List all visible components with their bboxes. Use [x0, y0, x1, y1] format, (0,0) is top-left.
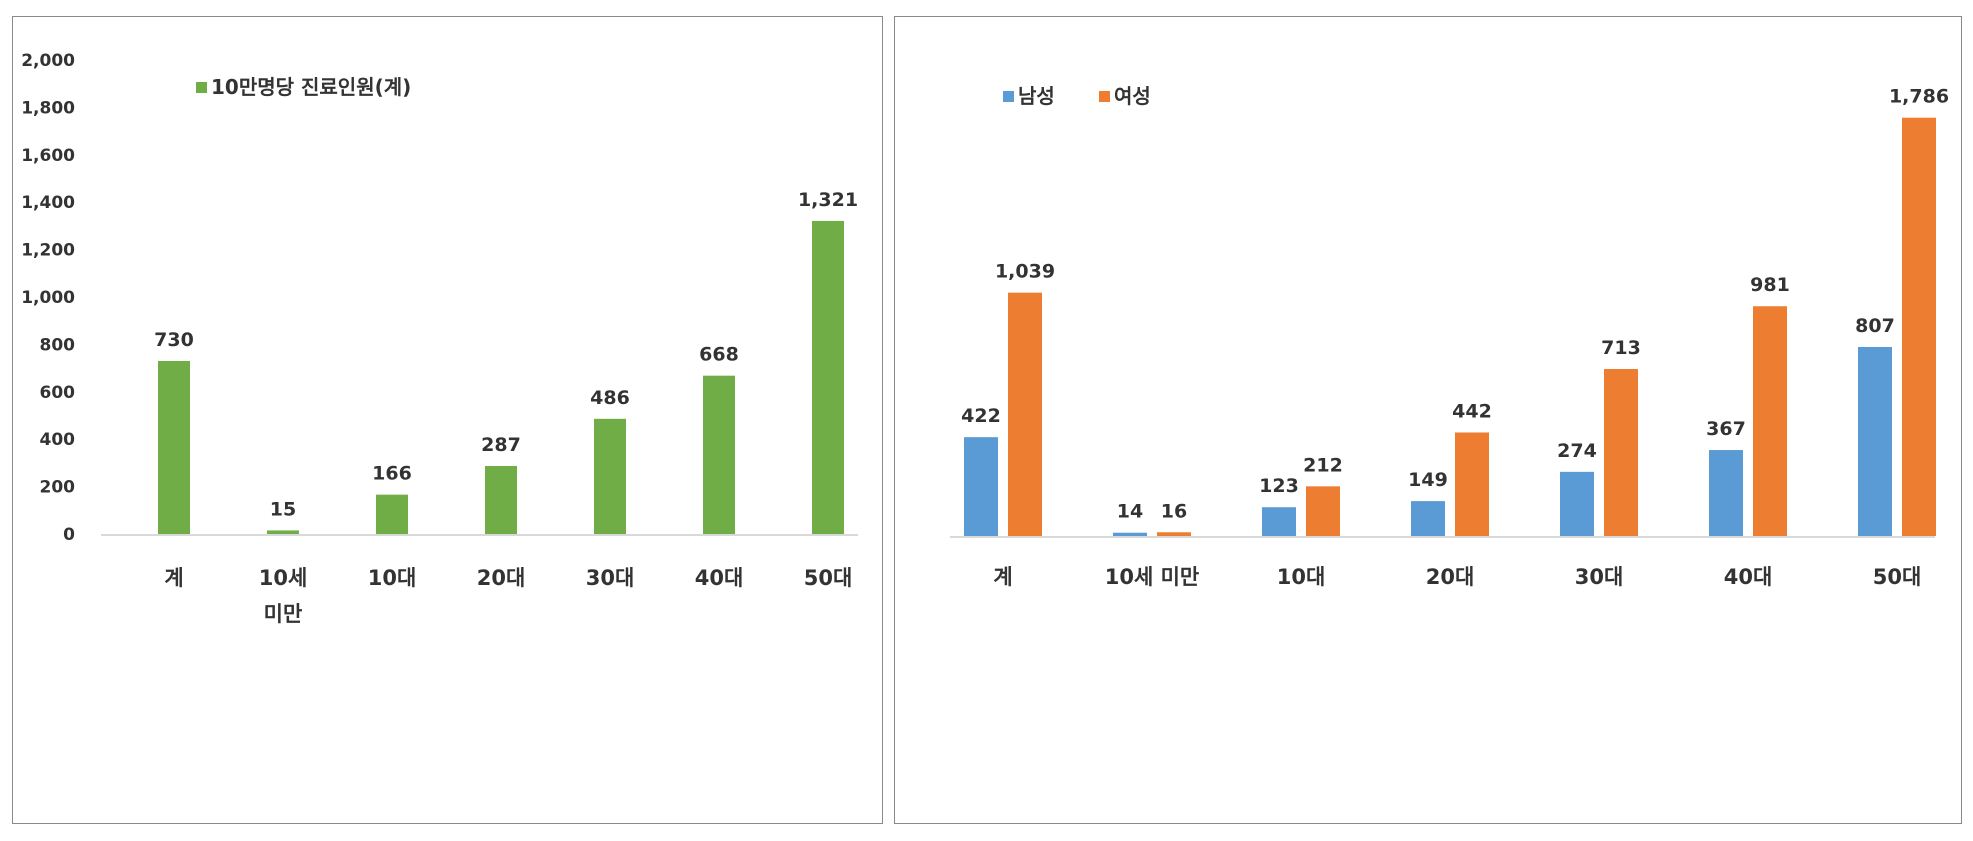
x-category-label: 30대 [586, 566, 635, 590]
x-category-label: 10대 [368, 566, 417, 590]
x-category-label: 10대 [1277, 565, 1326, 589]
legend-label: 남성 [1018, 84, 1055, 108]
bar-female [1902, 117, 1936, 536]
legend-swatch [1003, 91, 1014, 102]
y-tick-label: 2,000 [21, 51, 75, 71]
data-label: 668 [699, 344, 739, 366]
y-tick-label: 1,600 [21, 146, 75, 166]
y-tick-label: 1,800 [21, 98, 75, 118]
chart-panel-by-gender: 422 1,039 계 14 16 10세 미만 123 212 10대 149 442 20대 274… [894, 16, 1962, 824]
bar-male [1709, 450, 1743, 536]
data-label: 212 [1303, 454, 1343, 476]
bar-total [376, 494, 408, 534]
bar-total [485, 465, 517, 534]
bar-male [1262, 507, 1296, 536]
x-category-label: 50대 [1873, 565, 1922, 589]
bar-female [1455, 432, 1489, 536]
bar-total [158, 360, 190, 534]
y-tick-label: 400 [40, 430, 76, 450]
bar-male [1858, 346, 1892, 536]
data-label: 274 [1557, 440, 1597, 462]
y-tick-label: 200 [40, 478, 76, 498]
data-label: 149 [1408, 469, 1448, 491]
bar-female [1753, 306, 1787, 536]
chart-panel-total: 2,000 1,800 1,600 1,400 1,200 1,000 800 600 400 2… [12, 16, 883, 824]
data-label: 1,786 [1889, 86, 1949, 108]
bar-female [1306, 486, 1340, 536]
data-label: 15 [270, 498, 296, 520]
bar-total [703, 375, 735, 534]
legend-swatch [1099, 91, 1110, 102]
y-tick-label: 800 [40, 335, 76, 355]
data-label: 730 [154, 329, 194, 351]
data-label: 14 [1117, 501, 1143, 523]
y-tick-label: 1,200 [21, 241, 75, 261]
bar-total [594, 418, 626, 534]
y-tick-label: 0 [63, 525, 75, 545]
data-label: 713 [1601, 337, 1641, 359]
data-label: 166 [372, 463, 412, 485]
x-category-label: 계 [164, 566, 183, 590]
bar-male [964, 437, 998, 536]
x-category-label: 계 [993, 565, 1012, 589]
bar-total [812, 220, 844, 534]
x-category-label: 10세 미만 [259, 566, 308, 626]
x-category-label: 20대 [477, 566, 526, 590]
data-label: 123 [1259, 475, 1299, 497]
chart-total-per-100k: 2,000 1,800 1,600 1,400 1,200 1,000 800 600 400 2… [21, 51, 858, 626]
bar-male [1113, 532, 1147, 536]
y-tick-label: 1,000 [21, 288, 75, 308]
legend-label: 여성 [1114, 84, 1151, 108]
data-label: 1,039 [995, 261, 1055, 283]
legend-label: 10만명당 진료인원(계) [211, 75, 411, 99]
data-label: 1,321 [798, 189, 858, 211]
x-category-label: 20대 [1426, 565, 1475, 589]
data-label: 367 [1706, 418, 1746, 440]
x-category-label: 30대 [1575, 565, 1624, 589]
data-label: 981 [1750, 274, 1790, 296]
data-label: 442 [1452, 400, 1492, 422]
y-tick-label: 1,400 [21, 193, 75, 213]
bar-female [1157, 532, 1191, 536]
bar-total [267, 530, 299, 534]
data-label: 486 [590, 387, 630, 409]
bar-female [1008, 292, 1042, 536]
x-category-label: 40대 [695, 566, 744, 590]
data-label: 807 [1855, 315, 1895, 337]
data-label: 422 [961, 405, 1001, 427]
data-label: 287 [481, 434, 521, 456]
data-label: 16 [1161, 500, 1187, 522]
x-category-label: 10세 미만 [1105, 565, 1200, 589]
bar-male [1411, 501, 1445, 536]
bar-male [1560, 471, 1594, 536]
bar-female [1604, 369, 1638, 536]
y-tick-label: 600 [40, 383, 76, 403]
x-category-label: 50대 [804, 566, 853, 590]
x-category-label: 40대 [1724, 565, 1773, 589]
legend-swatch [196, 82, 207, 93]
